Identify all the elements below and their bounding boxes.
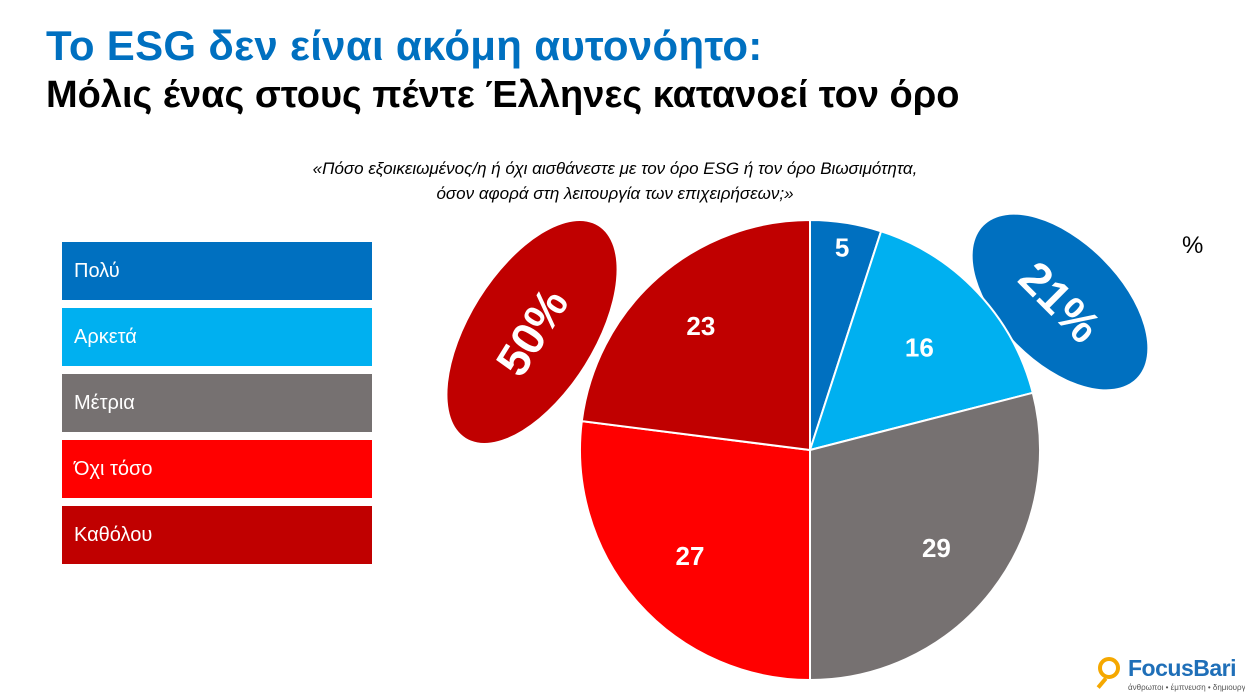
focusbari-logo: FocusBari άνθρωποι • έμπνευση • δημιουργ… [1096,655,1245,693]
unit-label: % [1182,232,1204,259]
legend-item-poly: Πολύ [62,242,372,300]
logo-brand: FocusBari [1128,655,1236,681]
logo-tagline: άνθρωποι • έμπνευση • δημιουργία [1128,683,1245,692]
legend-item-arketa: Αρκετά [62,308,372,366]
survey-question: «Πόσο εξοικειωμένος/η ή όχι αισθάνεστε μ… [230,156,1000,206]
title-line-2: Μόλις ένας στους πέντε Έλληνες κατανοεί … [46,74,960,116]
annotation-50-percent-ellipse [447,221,617,443]
annotation-21-percent-ellipse [972,214,1148,390]
legend-item-oxi-toso: Όχι τόσο [62,440,372,498]
slice-poly-value-label: 5 [835,233,849,263]
legend-item-katholou: Καθόλου [62,506,372,564]
magnifier-icon [1098,657,1120,679]
question-line-1: «Πόσο εξοικειωμένος/η ή όχι αισθάνεστε μ… [312,159,918,178]
slice-oxi-toso-value-label: 27 [676,541,705,571]
slice-oxi-toso [579,420,811,682]
slice-katholou-value-label: 23 [686,311,715,341]
slice-arketa [808,229,1034,452]
title-line-1: Το ESG δεν είναι ακόμη αυτονόητο: [46,22,763,69]
question-line-2: όσον αφορά στη λειτουργία των επιχειρήσε… [436,184,794,203]
slice-katholou [580,218,811,452]
slice-arketa-value-label: 16 [905,332,934,362]
legend-item-metria: Μέτρια [62,374,372,432]
slice-metria-value-label: 29 [922,533,951,563]
slice-metria [809,391,1041,682]
